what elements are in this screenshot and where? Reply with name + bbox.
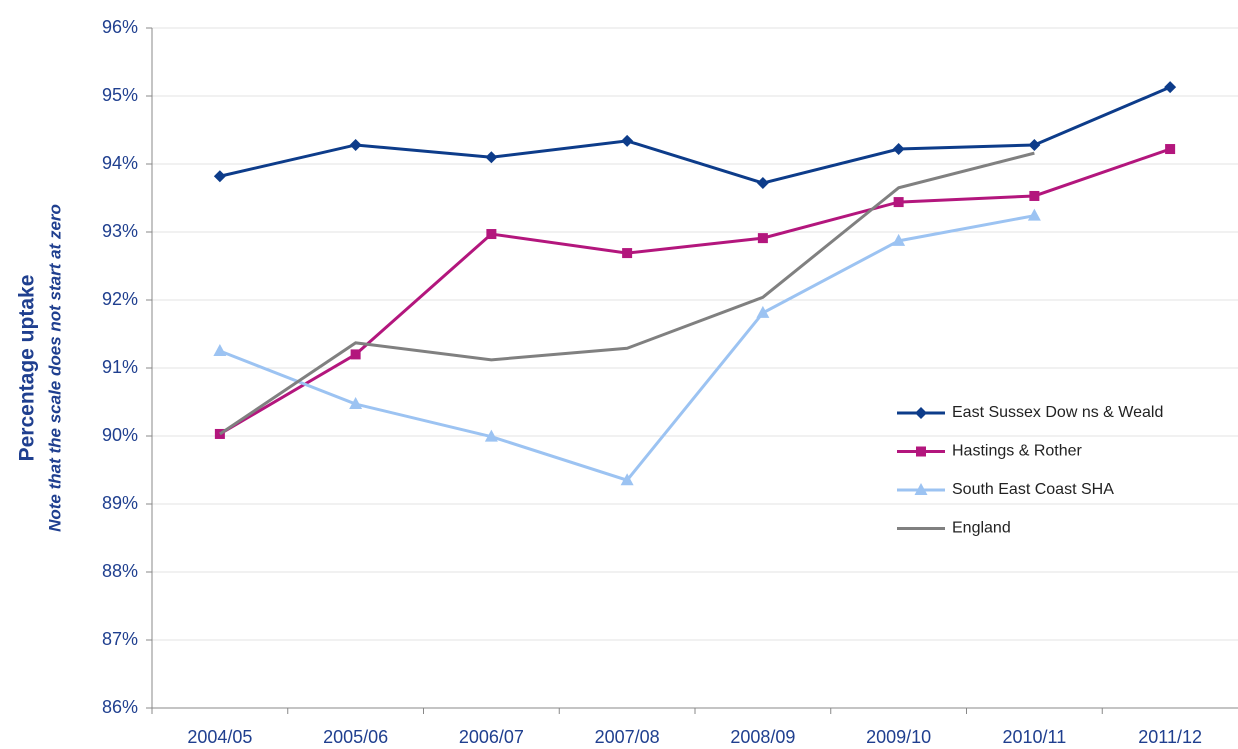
marker: [1164, 81, 1177, 94]
legend-label: Hastings & Rother: [952, 443, 1083, 460]
marker: [622, 248, 633, 259]
y-tick-label: 95%: [102, 85, 138, 105]
marker: [1027, 208, 1041, 221]
marker: [914, 483, 928, 495]
series: [219, 151, 1035, 436]
x-tick-label: 2009/10: [866, 727, 931, 747]
x-tick-label: 2011/12: [1138, 727, 1202, 747]
legend-label: East Sussex Dow ns & Weald: [952, 404, 1163, 421]
marker: [892, 143, 905, 156]
x-tick-label: 2004/05: [187, 727, 252, 747]
marker: [756, 305, 770, 318]
y-title-group: Percentage uptake Note that the scale do…: [16, 204, 65, 532]
x-tick-label: 2006/07: [459, 727, 524, 747]
marker: [620, 473, 634, 486]
marker: [484, 429, 498, 442]
x-tick-label: 2007/08: [595, 727, 660, 747]
y-tick-label: 89%: [102, 493, 138, 513]
legend-label: South East Coast SHA: [952, 481, 1114, 498]
y-tick-label: 88%: [102, 561, 138, 581]
marker: [1165, 144, 1176, 155]
series: [213, 208, 1041, 486]
y-tick-label: 96%: [102, 17, 138, 37]
marker: [349, 397, 363, 410]
y-tick-label: 90%: [102, 425, 138, 445]
y-tick-label: 92%: [102, 289, 138, 309]
y-tick-label: 86%: [102, 697, 138, 717]
marker: [893, 197, 904, 208]
marker: [892, 233, 906, 246]
line: [219, 151, 1035, 436]
marker: [486, 229, 497, 240]
y-axis-note: Note that the scale does not start at ze…: [45, 204, 64, 532]
marker: [485, 151, 498, 164]
y-tick-label: 93%: [102, 221, 138, 241]
marker: [213, 344, 227, 356]
marker: [756, 177, 769, 190]
x-tick-label: 2008/09: [730, 727, 795, 747]
line: [219, 85, 1171, 185]
marker: [213, 170, 226, 183]
marker: [350, 349, 361, 360]
marker: [621, 134, 634, 147]
legend-label: England: [952, 520, 1011, 537]
marker: [1029, 190, 1040, 201]
y-axis-title: Percentage uptake: [16, 275, 39, 462]
x-tick-label: 2010/11: [1003, 727, 1067, 747]
marker: [757, 233, 768, 244]
marker: [349, 138, 362, 151]
marker: [1028, 138, 1041, 151]
y-tick-label: 94%: [102, 153, 138, 173]
y-tick-label: 91%: [102, 357, 138, 377]
line: [219, 147, 1171, 436]
y-tick-label: 87%: [102, 629, 138, 649]
x-tick-label: 2005/06: [323, 727, 388, 747]
marker: [916, 446, 926, 457]
series: [213, 81, 1177, 190]
marker: [915, 407, 927, 419]
